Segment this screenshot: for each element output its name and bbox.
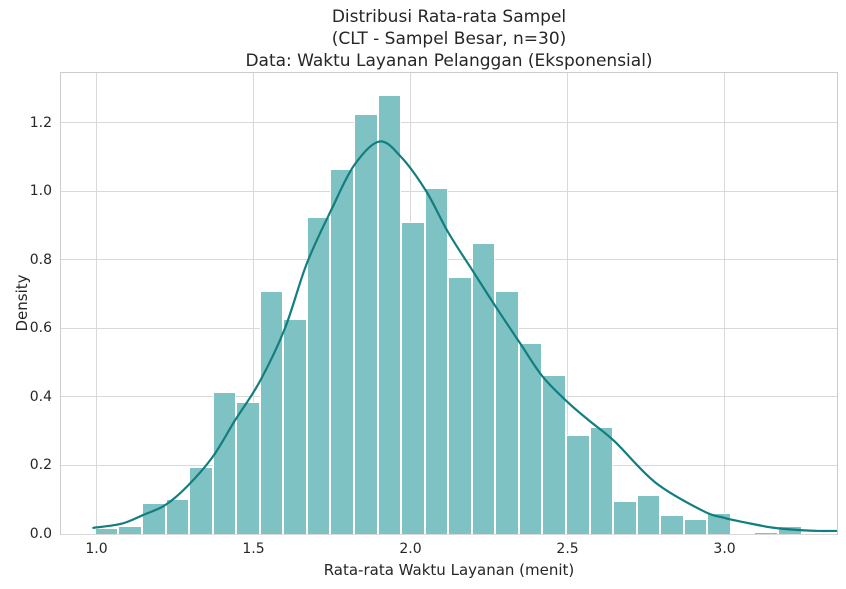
histogram-bar [754, 531, 778, 534]
histogram-bar [377, 95, 402, 534]
y-tick-label: 1.0 [29, 183, 52, 200]
histogram-bar [565, 434, 590, 534]
y-tick-label: 0.0 [29, 526, 52, 542]
x-tick-label: 3.0 [713, 541, 736, 557]
histogram-bar [777, 525, 802, 534]
histogram-bar [401, 221, 425, 534]
histogram-bar [542, 374, 566, 534]
histogram-bar [518, 342, 543, 534]
x-tick-label: 1.5 [242, 541, 265, 557]
histogram-bar [259, 290, 284, 534]
chart-title-line-1: Distribusi Rata-rata Sampel [331, 7, 567, 27]
x-tick-label: 2.5 [556, 541, 579, 557]
gridline-y [61, 533, 837, 535]
histogram-bar [589, 426, 614, 534]
histogram-bar [613, 501, 637, 534]
histogram-bar [660, 514, 684, 534]
histogram-bar [683, 518, 708, 534]
gridline-y [61, 259, 837, 261]
y-tick-label: 0.2 [29, 457, 52, 474]
histogram-bar [283, 319, 307, 534]
histogram-bar [471, 243, 496, 534]
histogram-bar [707, 513, 731, 534]
chart-title-line-3: Data: Waktu Layanan Pelanggan (Eksponens… [245, 51, 653, 71]
histogram-bar [212, 391, 237, 534]
gridline-y [61, 190, 837, 192]
histogram-bar [236, 402, 260, 534]
gridline-y [61, 122, 837, 124]
histogram-bar [448, 276, 472, 534]
histogram-bar [636, 494, 661, 534]
y-tick-label: 1.2 [29, 114, 52, 131]
histogram-bar [306, 216, 331, 534]
histogram-bar [424, 187, 449, 534]
chart-title-line-2: (CLT - Sampel Besar, n=30) [331, 29, 567, 49]
histogram-bar [354, 114, 378, 534]
histogram-bar [330, 168, 354, 534]
histogram-bar [165, 498, 190, 534]
y-tick-label: 0.8 [29, 251, 52, 268]
chart-title: Distribusi Rata-rata Sampel (CLT - Sampe… [61, 6, 837, 72]
histogram-bar [118, 525, 143, 534]
histogram-bar [495, 290, 519, 534]
y-tick-label: 0.4 [29, 388, 52, 405]
x-tick-label: 1.0 [85, 541, 108, 557]
histogram-bar [189, 467, 213, 534]
y-tick-label: 0.6 [29, 320, 52, 337]
histogram-bar [142, 503, 166, 534]
histogram-bar [94, 527, 119, 534]
x-tick-label: 2.0 [399, 541, 422, 557]
plot-area [60, 72, 838, 535]
x-axis-label: Rata-rata Waktu Layanan (menit) [323, 561, 575, 579]
